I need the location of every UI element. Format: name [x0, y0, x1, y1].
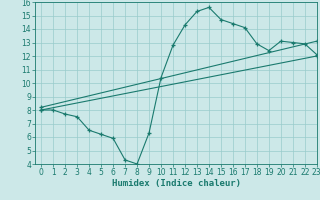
X-axis label: Humidex (Indice chaleur): Humidex (Indice chaleur)	[111, 179, 241, 188]
